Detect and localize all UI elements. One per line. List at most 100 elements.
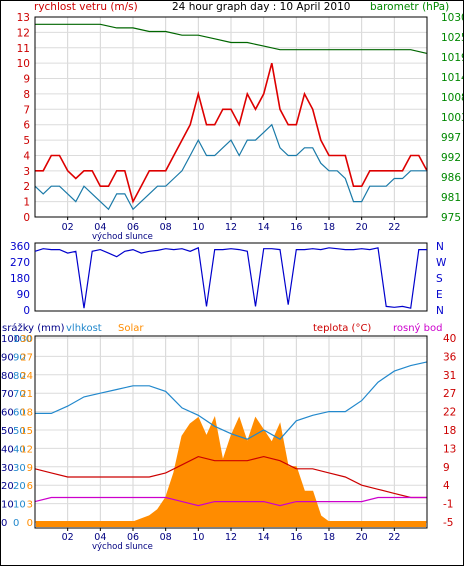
bottom-x-tick-label: 16 xyxy=(290,532,302,543)
rain-tick-label: 60 xyxy=(1,408,14,419)
bottom-sunrise-caption: východ slunce xyxy=(92,542,153,552)
gust-line xyxy=(35,62,428,204)
solar-tick-label: 15 xyxy=(20,426,33,437)
temperature-tick-label: 13 xyxy=(443,443,456,455)
humidity-tick-label: 90 xyxy=(13,352,26,363)
dewpoint-axis-title: rosný bod xyxy=(393,322,442,334)
temperature-tick-label: 31 xyxy=(443,370,456,382)
bottom-x-tick-label: 02 xyxy=(62,532,74,543)
top-grid xyxy=(35,16,427,217)
wind-speed-tick-label: 6 xyxy=(23,120,30,132)
rain-tick-label: 90 xyxy=(1,352,14,363)
pressure-tick-label: 975 xyxy=(441,212,461,224)
top-x-tick-label: 18 xyxy=(323,222,335,233)
pressure-tick-label: 1008 xyxy=(441,92,464,104)
solar-tick-label: 3 xyxy=(27,500,33,511)
humidity-tick-label: 30 xyxy=(13,463,26,474)
temperature-line xyxy=(34,455,427,499)
pressure-tick-label: 992 xyxy=(441,152,461,164)
top-plot-frame xyxy=(34,16,428,218)
humidity-tick-label: 100 xyxy=(13,334,32,345)
rain-tick-label: 70 xyxy=(1,389,14,400)
solar-axis-title: Solar xyxy=(118,323,144,334)
top-x-tick-label: 02 xyxy=(62,222,74,233)
direction-plot-frame xyxy=(34,242,428,312)
wind-speed-tick-label: 2 xyxy=(23,181,30,193)
humidity-tick-label: 40 xyxy=(13,444,26,455)
solar-tick-label: 27 xyxy=(20,352,33,363)
compass-label: N xyxy=(436,305,444,317)
wind-speed-tick-label: 0 xyxy=(23,212,30,224)
humidity-tick-label: 60 xyxy=(13,408,26,419)
bottom-x-tick-label: 22 xyxy=(388,532,400,543)
bottom-x-tick-label: 08 xyxy=(160,532,172,543)
solar-tick-label: 0 xyxy=(27,518,33,529)
humidity-tick-label: 20 xyxy=(13,481,26,492)
temperature-tick-label: 40 xyxy=(443,333,456,345)
temperature-tick-label: 9 xyxy=(443,462,450,474)
solar-tick-label: 18 xyxy=(20,408,33,419)
rain-tick-label: 40 xyxy=(1,444,14,455)
top-x-tick-label: 16 xyxy=(290,222,302,233)
solar-tick-label: 12 xyxy=(20,444,33,455)
wind-direction-series xyxy=(34,246,427,309)
top-sunrise-caption: východ slunce xyxy=(92,232,153,242)
wind-speed-tick-label: 5 xyxy=(23,135,30,147)
humidity-axis-title: vlhkost xyxy=(66,323,102,334)
solar-tick-label: 21 xyxy=(20,389,33,400)
bottom-x-tick-label: 06 xyxy=(127,532,139,543)
solar-tick-label: 30 xyxy=(20,334,33,345)
top-x-tick-label: 22 xyxy=(388,222,400,233)
temperature-tick-label: 4 xyxy=(443,480,450,492)
humidity-tick-label: 50 xyxy=(13,426,26,437)
direction-tick-label: 360 xyxy=(10,241,30,253)
solar-baseline-band xyxy=(36,521,426,527)
rain-tick-label: 50 xyxy=(1,426,14,437)
bottom-x-tick-label: 18 xyxy=(323,532,335,543)
bottom-x-tick-label: 12 xyxy=(225,532,237,543)
bottom-plot-frame xyxy=(34,335,428,529)
wind-speed-tick-label: 9 xyxy=(23,74,30,86)
temperature-axis-title: teplota (°C) xyxy=(313,323,371,334)
temperature-tick-label: 22 xyxy=(443,407,456,419)
pressure-tick-label: 986 xyxy=(441,172,461,184)
wind-speed-tick-label: 7 xyxy=(23,104,30,116)
wind-speed-tick-label: 10 xyxy=(17,58,30,70)
wind-line xyxy=(34,123,427,211)
compass-label: E xyxy=(436,289,443,301)
pressure-tick-label: 1014 xyxy=(441,72,464,84)
pressure-tick-label: 981 xyxy=(441,192,461,204)
rain-tick-label: 30 xyxy=(1,463,14,474)
temperature-tick-label: -1 xyxy=(443,499,453,511)
direction-tick-label: 0 xyxy=(23,305,30,317)
compass-label: W xyxy=(436,257,447,269)
rain-tick-label: 100 xyxy=(1,334,20,345)
humidity-tick-label: 80 xyxy=(13,371,26,382)
humidity-tick-label: 0 xyxy=(13,518,19,529)
humidity-tick-label: 10 xyxy=(13,500,26,511)
solar-area xyxy=(35,416,427,523)
wind-axis-title: rychlost vetru (m/s) xyxy=(34,1,138,13)
wind-speed-tick-label: 1 xyxy=(23,197,30,209)
wind-speed-tick-label: 3 xyxy=(23,166,30,178)
wind-direction-line xyxy=(34,246,427,309)
top-x-tick-label: 10 xyxy=(192,222,204,233)
temperature-tick-label: -5 xyxy=(443,517,453,529)
top-x-tick-label: 08 xyxy=(160,222,172,233)
dewpoint-line xyxy=(34,496,427,507)
rain-tick-label: 0 xyxy=(1,518,7,529)
chart-title: 24 hour graph day : 10 April 2010 xyxy=(172,1,350,13)
compass-label: N xyxy=(436,241,444,253)
humidity-line xyxy=(35,361,428,440)
compass-label: S xyxy=(436,273,443,285)
bottom-x-tick-label: 20 xyxy=(356,532,368,543)
wind-speed-tick-label: 13 xyxy=(17,12,30,24)
bottom-x-tick-label: 04 xyxy=(94,532,106,543)
temperature-tick-label: 36 xyxy=(443,351,457,363)
solar-tick-label: 9 xyxy=(27,463,33,474)
top-x-tick-label: 20 xyxy=(356,222,368,233)
pressure-tick-label: 997 xyxy=(441,132,461,144)
